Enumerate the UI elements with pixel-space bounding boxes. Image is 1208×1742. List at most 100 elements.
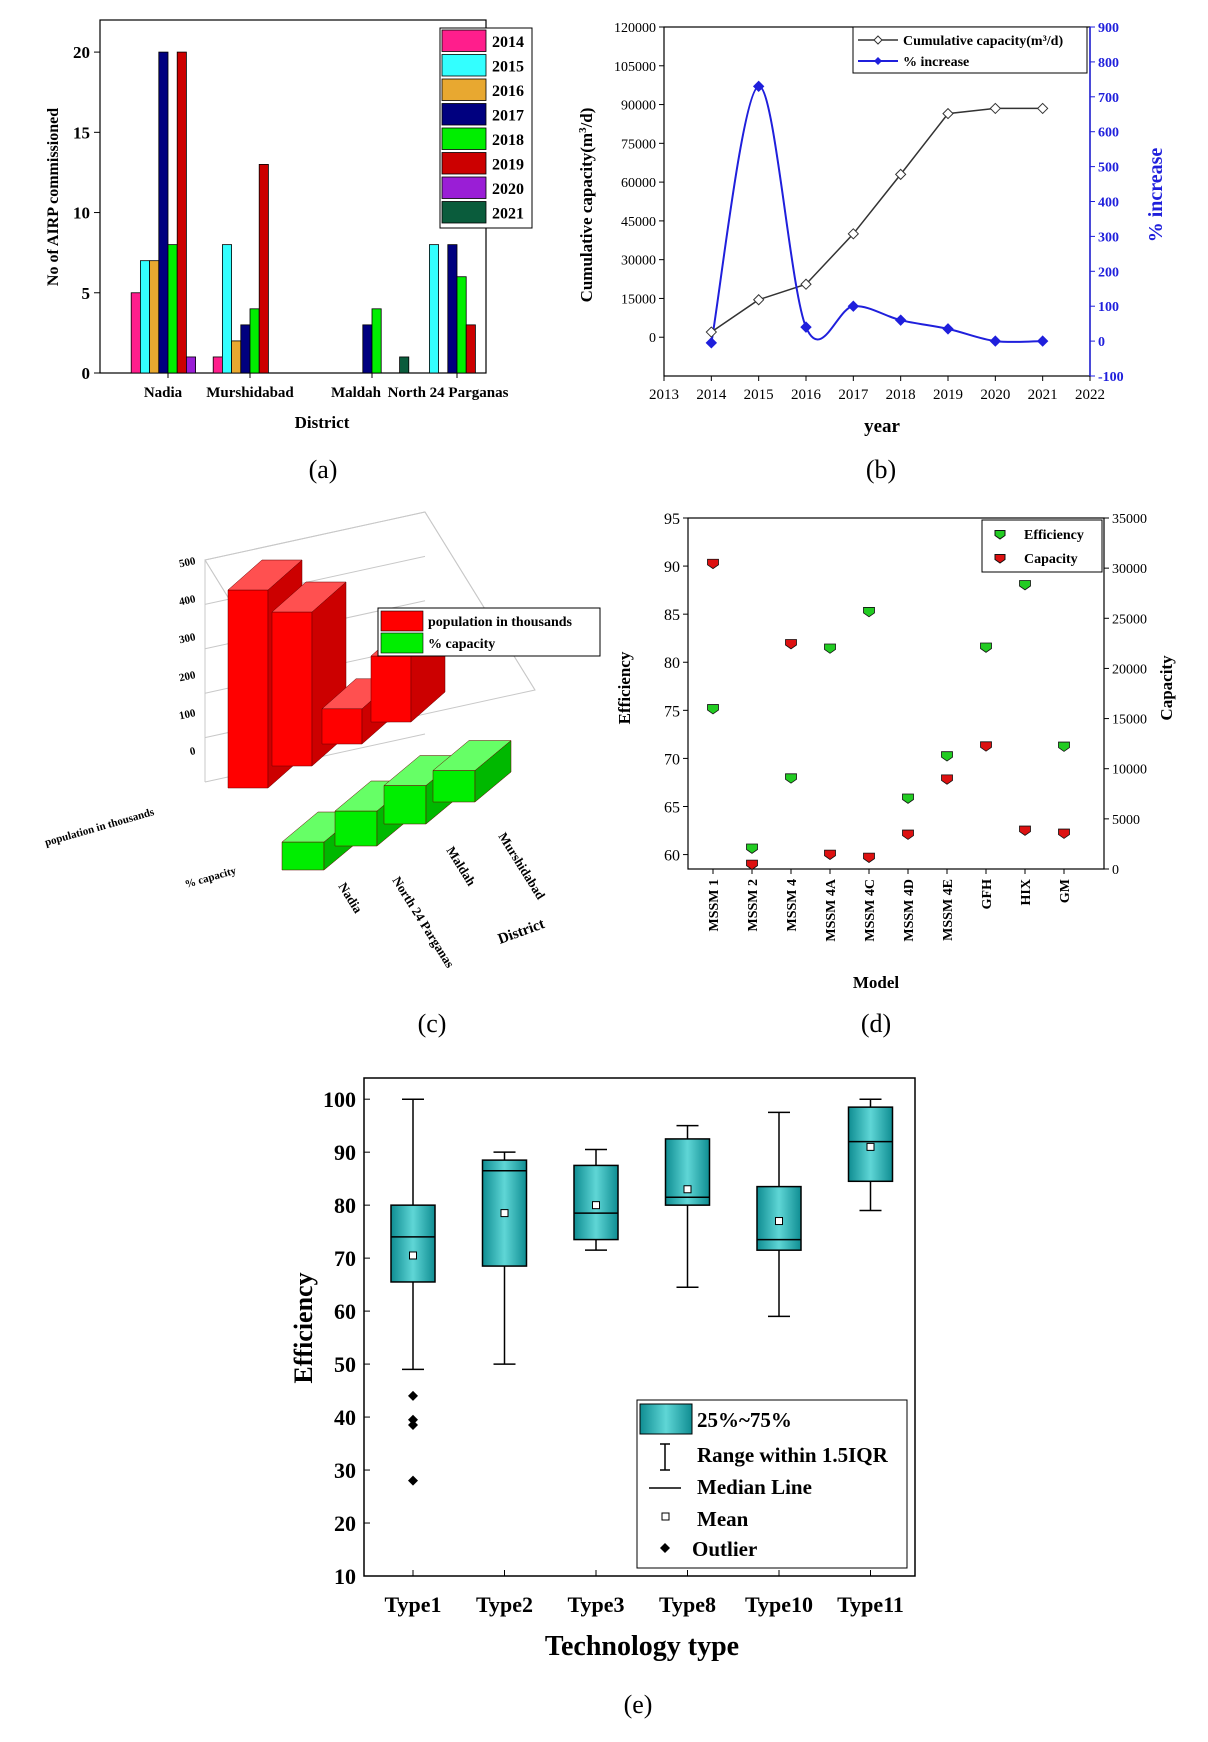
y2-tick-label: 200 [1098, 265, 1119, 280]
y-tick-label: 95 [664, 511, 680, 528]
y-tick-label: 65 [664, 799, 680, 816]
y-tick-label: 15 [73, 123, 90, 142]
x-tick-label: 2016 [791, 387, 822, 403]
legend-swatch-capacity [380, 632, 424, 654]
legend-marker-range [660, 1443, 670, 1471]
bar-2019-north-24-parganas [465, 324, 476, 374]
point-capacity [785, 639, 797, 650]
y2-tick-label: 400 [1098, 196, 1119, 211]
bar-2018-north-24-parganas [456, 276, 467, 374]
z-tick-label: 500 [178, 555, 197, 570]
y-tick-label: 5 [82, 284, 91, 303]
panel-label: (a) [309, 455, 338, 484]
panel-a-bar-chart: 0 5 10 15 20 Nadia Murshidabad Maldah North 24 P… [45, 19, 533, 484]
plot-frame [687, 517, 1105, 870]
bar-population-3-front [370, 655, 412, 723]
x-tick-label: Type3 [567, 1592, 624, 1617]
bar-2018-maldah [371, 308, 382, 374]
category-label: Murshidabad [495, 830, 548, 903]
legend-label-capacity: % capacity [428, 637, 495, 652]
point-efficiency [746, 843, 758, 854]
y-axis-label: Efficiency [289, 1272, 318, 1383]
y-tick-label: 0 [82, 364, 91, 383]
y-axis-label: Cumulative capacity(m3/d) [577, 108, 596, 303]
z-grid-line [204, 511, 426, 561]
legend-label-outlier: Outlier [692, 1537, 757, 1561]
y-tick-label: 0 [649, 331, 656, 346]
x-tick-label: Type10 [745, 1592, 813, 1617]
y-tick-label: 15000 [621, 292, 656, 307]
x-tick-label: 2021 [1028, 387, 1058, 403]
point-percent-increase [989, 335, 1002, 347]
bar-2015-north-24-parganas [428, 244, 439, 374]
x-tick-label: 2017 [838, 387, 869, 403]
box-iqr [664, 1138, 711, 1206]
x-tick-label: MSSM 4D [902, 879, 917, 942]
z-tick-label: 300 [178, 631, 197, 646]
panel-label: (c) [418, 1009, 447, 1038]
panel-d-scatter-chart: 60 65 70 75 80 85 90 95 0 5000 10000 15000 20000 2500… [615, 511, 1176, 1038]
point-cumulative-capacity [800, 278, 812, 290]
legend-label-2020: 2020 [492, 181, 524, 198]
y-tick-label: 20 [334, 1511, 356, 1536]
y2-tick-label: 10000 [1112, 763, 1147, 778]
bar-population-0-front [227, 589, 269, 789]
legend-swatch-2021 [441, 201, 487, 224]
x-tick-label: North 24 Parganas [388, 385, 509, 401]
x-tick-label: Murshidabad [206, 385, 294, 401]
point-percent-increase [894, 314, 907, 326]
legend-label-population: population in thousands [428, 615, 573, 630]
mean-marker [592, 1201, 600, 1210]
point-efficiency [785, 773, 797, 784]
y-tick-label: 60000 [621, 176, 656, 191]
bar-population-1-top [271, 581, 347, 613]
x-tick-label: MSSM 2 [746, 879, 761, 932]
x-tick-label: Nadia [144, 385, 183, 401]
x-tick-label: 2020 [980, 387, 1010, 403]
y-axis-label-main: Cumulative capacity(m [577, 133, 596, 303]
x-axis-label: Model [853, 973, 900, 992]
line-cumulative-capacity [710, 107, 1043, 333]
bar-2018-nadia [167, 244, 178, 374]
mean-marker [775, 1217, 783, 1226]
legend-swatch-population [380, 610, 424, 632]
line-percent-increase [710, 85, 1043, 344]
point-percent-increase [752, 80, 765, 93]
y2-tick-label: 800 [1098, 56, 1119, 71]
x-axis-label: District [295, 413, 350, 432]
legend-marker-outlier [660, 1543, 670, 1553]
box-iqr [390, 1204, 436, 1283]
y2-tick-label: 0 [1098, 335, 1105, 350]
legend-label-2021: 2021 [492, 206, 524, 223]
mean-marker [866, 1142, 875, 1151]
x-tick-label: MSSM 4E [941, 879, 956, 941]
bar-2019-nadia [176, 51, 187, 374]
y-axis-label-sup: 3 [577, 127, 589, 133]
y2-axis-label: % increase [1145, 148, 1167, 243]
y-tick-label: 120000 [614, 21, 656, 36]
x-tick-label: 2015 [744, 387, 774, 403]
y-tick-label: 10 [334, 1564, 356, 1589]
y-tick-label: 80 [334, 1193, 356, 1218]
bar-2017-nadia [158, 51, 169, 374]
y-tick-label: 75 [664, 703, 680, 720]
point-capacity [824, 849, 836, 860]
x-tick-label: MSSM 4 [785, 879, 800, 932]
y2-tick-label: 600 [1098, 126, 1119, 141]
point-efficiency [1019, 580, 1031, 591]
legend-swatch-2017 [441, 103, 487, 126]
y-tick-label: 70 [664, 751, 680, 768]
outlier-marker [408, 1475, 418, 1486]
y2-tick-label: 300 [1098, 230, 1119, 245]
point-efficiency [824, 643, 836, 654]
bar-population-2-front [321, 708, 363, 745]
point-percent-increase [847, 300, 860, 312]
bar-2017-murshidabad [240, 324, 251, 374]
panel-e-box-chart: 10 20 30 40 50 60 70 80 90 100 Type1 Type2 Type3 Type… [289, 1077, 916, 1719]
legend-label-median: Median Line [697, 1475, 812, 1499]
panel-c-3d-bar-chart: 0 100 200 300 400 500 population in thousands%… [44, 511, 601, 1038]
legend-label-cumulative: Cumulative capacity(m³/d) [903, 34, 1063, 49]
y-tick-label: 75000 [621, 137, 656, 152]
point-percent-increase [705, 337, 718, 349]
bar-2016-nadia [149, 260, 160, 374]
